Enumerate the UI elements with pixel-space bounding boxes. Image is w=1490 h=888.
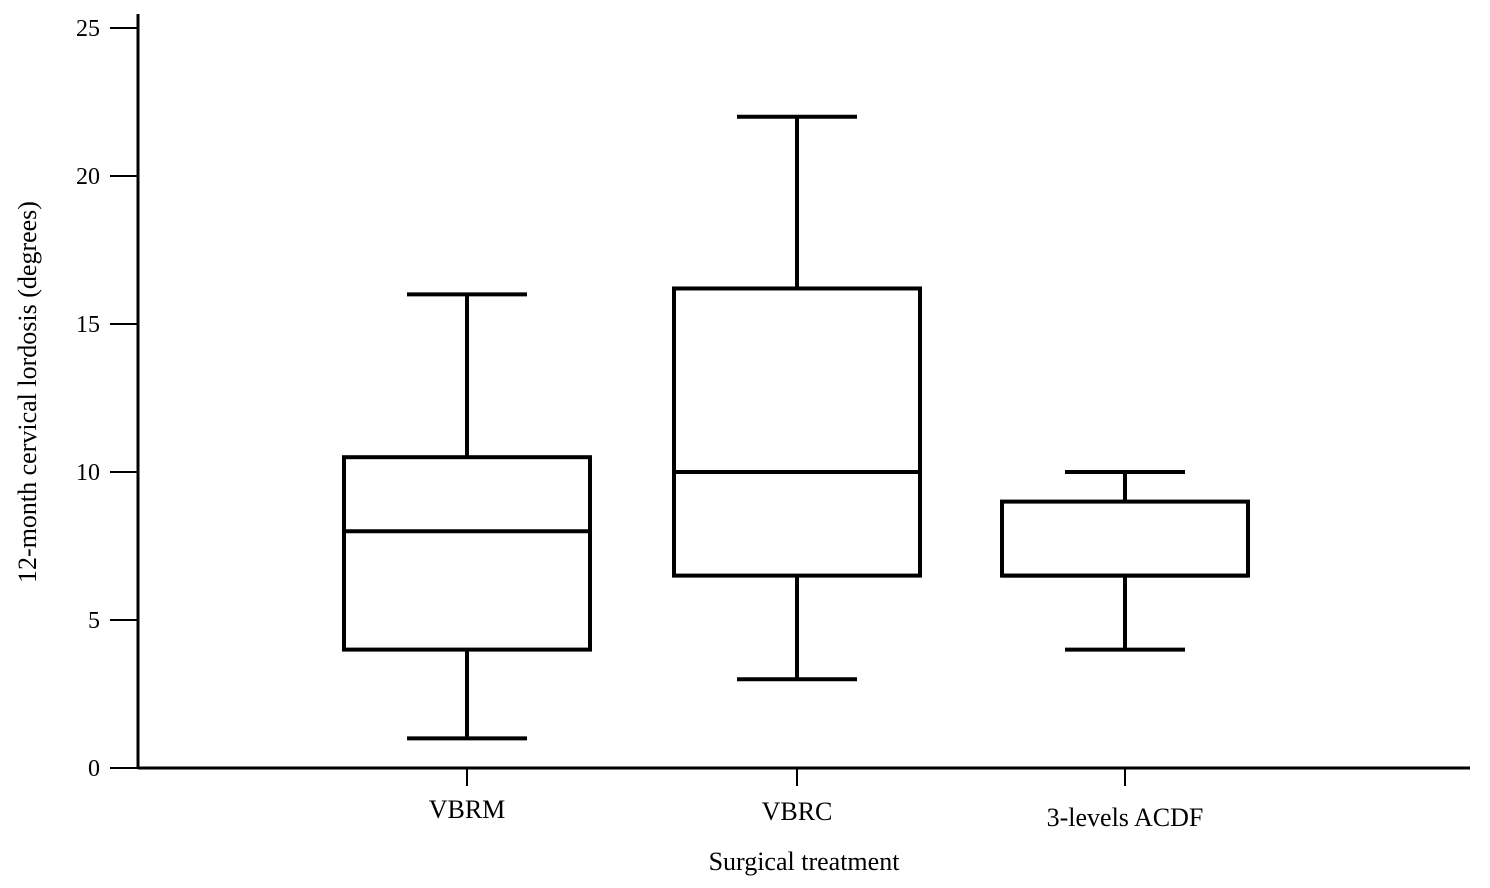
y-tick-label: 10 <box>76 460 100 486</box>
axes-layer <box>136 14 1470 770</box>
y-tick-label: 15 <box>76 312 100 338</box>
iqr-box <box>1000 499 1250 578</box>
boxes-layer <box>342 114 1250 741</box>
y-ticks-layer: 0 5 10 15 20 25 <box>76 16 138 782</box>
box-group <box>1000 470 1250 652</box>
y-tick-label: 25 <box>76 16 100 42</box>
x-category-label: VBRC <box>762 797 833 826</box>
y-tick-label: 0 <box>88 756 100 782</box>
x-axis-title: Surgical treatment <box>709 847 901 876</box>
box-group <box>672 114 922 682</box>
x-category-label: VBRM <box>429 795 506 824</box>
y-axis-title: 12-month cervical lordosis (degrees) <box>13 201 42 583</box>
iqr-box <box>342 455 592 652</box>
iqr-box <box>672 286 922 578</box>
y-tick-label: 5 <box>88 608 100 634</box>
x-ticks-layer: VBRM VBRC 3-levels ACDF <box>429 768 1204 832</box>
box-group <box>342 292 592 741</box>
x-category-label: 3-levels ACDF <box>1047 803 1204 832</box>
y-tick-label: 20 <box>76 164 100 190</box>
